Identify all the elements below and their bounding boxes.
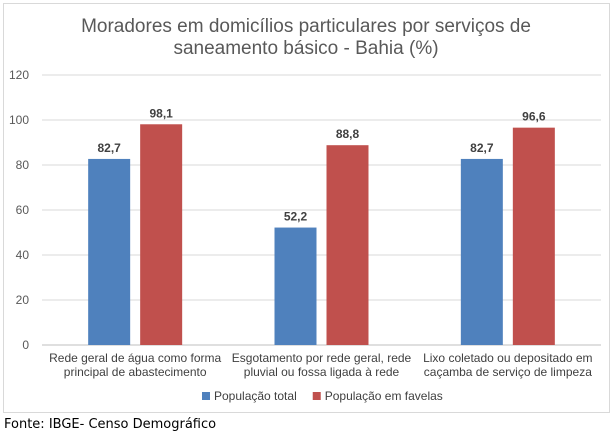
bar	[460, 158, 503, 345]
source-note: Fonte: IBGE- Censo Demográfico	[4, 417, 217, 432]
gridlines	[42, 74, 601, 346]
y-tick-label: 0	[22, 338, 29, 352]
y-tick-label: 60	[16, 203, 30, 217]
bar-chart: 0 20 40 60 80 100 120 82,7 98,1 52,2 88,8 82,7 96,6…	[9, 16, 601, 403]
category-label: Lixo coletado ou depositado em	[423, 351, 592, 365]
data-label: 82,7	[470, 141, 494, 155]
category-label: Rede geral de água como forma	[49, 351, 221, 365]
data-label: 98,1	[149, 106, 173, 120]
chart-frame: 0 20 40 60 80 100 120 82,7 98,1 52,2 88,8 82,7 96,6…	[3, 3, 610, 413]
legend-label: População em favelas	[325, 389, 443, 403]
category-label: Esgotamento por rede geral, rede	[232, 351, 412, 365]
y-tick-label: 100	[9, 113, 29, 127]
legend-swatch	[202, 392, 210, 400]
bar	[140, 124, 183, 346]
data-label: 96,6	[522, 110, 546, 124]
bar	[512, 127, 555, 346]
category-label: principal de abastecimento	[64, 365, 207, 379]
bars	[88, 124, 555, 346]
data-labels: 82,7 98,1 52,2 88,8 82,7 96,6	[97, 106, 545, 223]
category-label: caçamba de serviço de limpeza	[424, 365, 592, 379]
bar	[274, 227, 317, 345]
data-label: 88,8	[336, 127, 360, 141]
y-tick-label: 40	[16, 248, 30, 262]
chart-title: Moradores em domicílios particulares por…	[81, 16, 531, 59]
y-tick-label: 80	[16, 158, 30, 172]
chart-title-line: saneamento básico - Bahia (%)	[173, 38, 438, 59]
data-label: 52,2	[284, 210, 308, 224]
legend-swatch	[312, 392, 321, 400]
legend: População total População em favelas	[202, 389, 443, 403]
bar	[88, 158, 131, 345]
y-tick-label: 20	[16, 293, 30, 307]
y-tick-label: 120	[9, 68, 29, 82]
data-label: 82,7	[97, 141, 121, 155]
bar	[326, 145, 369, 345]
category-label: pluvial ou fossa ligada à rede	[244, 365, 400, 379]
chart-title-line: Moradores em domicílios particulares por…	[81, 16, 531, 37]
y-tick-labels: 0 20 40 60 80 100 120	[9, 68, 29, 352]
legend-label: População total	[214, 389, 297, 403]
